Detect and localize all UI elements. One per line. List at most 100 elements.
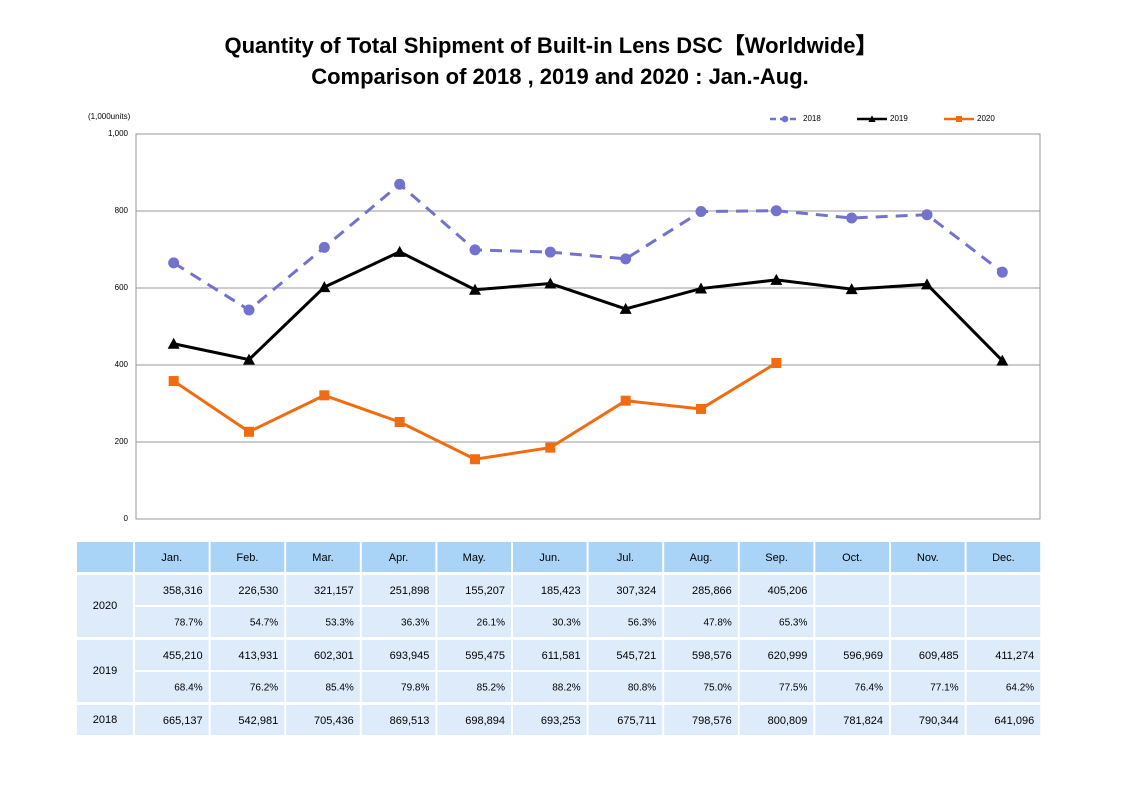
table-cell: [437, 672, 511, 702]
table-header: Mar.: [312, 552, 333, 564]
table-cell: [891, 575, 965, 605]
table-header: Jul.: [617, 552, 634, 564]
table-header: May.: [463, 552, 486, 564]
table-cell-text: 77.5%: [779, 683, 807, 694]
table-cell: [966, 672, 1041, 702]
table-cell: [891, 705, 965, 735]
table-cell-text: 609,485: [919, 650, 959, 662]
table-cell: [135, 640, 209, 670]
table-cell-text: 598,576: [692, 650, 732, 662]
table-cell-text: 75.0%: [703, 683, 731, 694]
point: [393, 245, 406, 257]
y-tick-label: 0: [124, 514, 129, 523]
table-cell: [891, 607, 965, 637]
table-cell-text: 26.1%: [477, 618, 505, 629]
point: [996, 354, 1009, 366]
point: [695, 206, 707, 218]
table-cell-text: 595,475: [465, 650, 505, 662]
table-cell-text: 307,324: [616, 585, 656, 597]
y-tick-label: 600: [115, 283, 129, 292]
point: [996, 266, 1008, 278]
plot-frame: [135, 133, 1041, 520]
table-cell-text: 88.2%: [552, 683, 580, 694]
point: [845, 283, 858, 295]
chart-title: Quantity of Total Shipment of Built-in L…: [224, 33, 877, 58]
table-cell: [210, 607, 285, 637]
table-cell-text: 641,096: [994, 715, 1034, 727]
table-cell-text: 800,809: [768, 715, 808, 727]
series-line: [172, 361, 778, 461]
table-cell: [815, 575, 889, 605]
table-cell: [891, 672, 965, 702]
table-header-cell: [966, 542, 1041, 572]
table-header-cell: [437, 542, 511, 572]
table-cell: [966, 607, 1041, 637]
table-header: Dec.: [992, 552, 1015, 564]
table-cell-text: 78.7%: [174, 618, 202, 629]
table-cell: [437, 705, 511, 735]
y-tick-label: 1,000: [108, 129, 129, 138]
point: [770, 273, 783, 285]
table-cell: [664, 575, 738, 605]
table-cell-text: 54.7%: [250, 618, 278, 629]
table-cell-text: 545,721: [616, 650, 656, 662]
table-header-cell: [77, 542, 133, 572]
table-cell: [437, 575, 511, 605]
table-cell: [739, 607, 814, 637]
table-cell-text: 790,344: [919, 715, 959, 727]
table-cell: [739, 575, 814, 605]
table-header-cell: [286, 542, 360, 572]
legend-marker: [956, 116, 962, 122]
table-cell: [815, 640, 889, 670]
table-cell-text: 80.8%: [628, 683, 656, 694]
table-cell-text: 85.4%: [325, 683, 353, 694]
table-cell-text: 798,576: [692, 715, 732, 727]
table-cell-text: 455,210: [163, 650, 203, 662]
table-cell-text: 705,436: [314, 715, 354, 727]
table-cell: [815, 705, 889, 735]
point: [243, 304, 255, 316]
table-cell-text: 79.8%: [401, 683, 429, 694]
legend-label: 2020: [977, 114, 995, 123]
y-tick-label: 800: [115, 206, 129, 215]
table-cell-text: 693,945: [390, 650, 430, 662]
table-cell-text: 65.3%: [779, 618, 807, 629]
point: [167, 337, 180, 349]
table-header-cell: [210, 542, 285, 572]
table-cell-text: 285,866: [692, 585, 732, 597]
table-cell-text: 68.4%: [174, 683, 202, 694]
table-cell: [739, 672, 814, 702]
table-cell-text: 358,316: [163, 585, 203, 597]
table-cell: [210, 575, 285, 605]
table-cell-text: 47.8%: [703, 618, 731, 629]
table-cell-text: 611,581: [542, 650, 581, 662]
table-cell-text: 698,894: [465, 715, 505, 727]
table-cell-text: 226,530: [238, 585, 278, 597]
table-header-cell: [739, 542, 814, 572]
table-cell: [210, 705, 285, 735]
table-cell: [361, 640, 436, 670]
table-cell-text: 596,969: [843, 650, 883, 662]
point: [695, 282, 707, 294]
legend-marker: [868, 115, 876, 122]
table-cell: [361, 607, 436, 637]
point: [545, 442, 556, 453]
table-cell: [513, 640, 587, 670]
table-cell-text: 36.3%: [401, 618, 429, 629]
table-cell: [437, 607, 511, 637]
table-cell: [135, 575, 209, 605]
table-header: Aug.: [690, 552, 713, 564]
point: [771, 357, 782, 368]
table-cell-text: 30.3%: [552, 618, 580, 629]
point: [168, 257, 180, 269]
point: [394, 417, 405, 428]
table-cell: [966, 575, 1041, 605]
table-cell: [513, 705, 587, 735]
table-cell-text: 251,898: [390, 585, 430, 597]
table-cell: [286, 575, 360, 605]
point: [469, 244, 481, 256]
table-header-cell: [361, 542, 436, 572]
table-row-header-cell: [77, 705, 133, 735]
y-tick-label: 400: [115, 360, 129, 369]
